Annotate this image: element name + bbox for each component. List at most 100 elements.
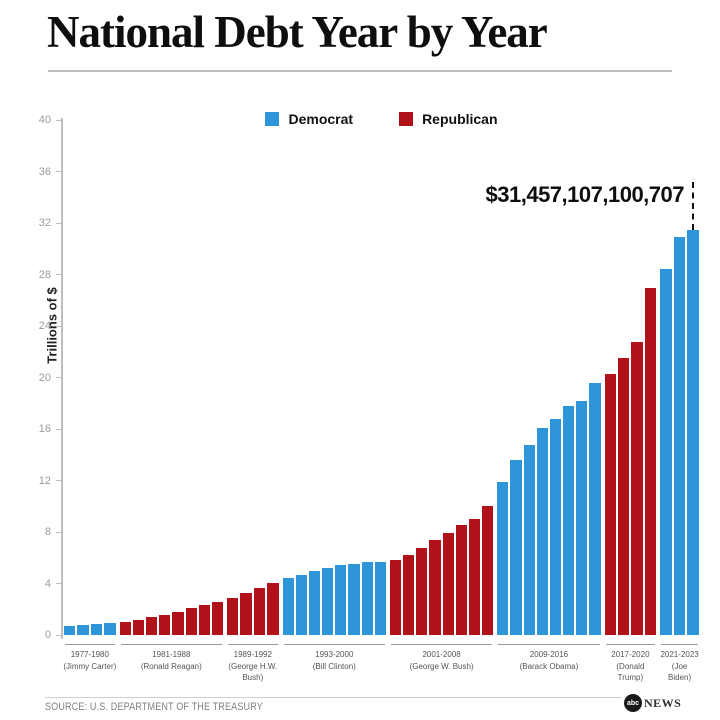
x-group-rule xyxy=(120,644,222,645)
bar-1996 xyxy=(322,567,334,635)
x-group-label: 1981-1988 (Ronald Reagan) xyxy=(140,650,202,671)
bar-1995 xyxy=(308,571,321,635)
bar-1978 xyxy=(77,625,89,635)
bar-1984 xyxy=(159,614,171,635)
bar-2021 xyxy=(660,268,672,635)
bar-2001 xyxy=(389,560,402,635)
y-tick-mark xyxy=(56,428,61,430)
bar-1983 xyxy=(146,617,158,635)
bar-2016 xyxy=(589,383,601,635)
bar-2022 xyxy=(673,236,686,635)
y-tick-label: 4 xyxy=(44,577,51,590)
y-tick-label: 28 xyxy=(38,268,51,281)
bar-group-2009-2016 xyxy=(497,120,601,635)
bar-1994 xyxy=(295,574,307,635)
x-group-label: 1977-1980 (Jimmy Carter) xyxy=(63,650,117,671)
bar-2020 xyxy=(644,288,657,635)
bar-1997 xyxy=(335,565,347,635)
legend-item-republican: Republican xyxy=(399,111,498,127)
y-tick-label: 20 xyxy=(38,371,51,384)
y-tick-mark xyxy=(56,222,61,224)
bar-2000 xyxy=(374,562,386,635)
bar-group-1989-1992 xyxy=(226,120,279,635)
bar-1979 xyxy=(90,624,103,635)
bar-1985 xyxy=(172,611,184,635)
y-tick-label: 12 xyxy=(38,474,51,487)
x-group-label: 2009-2016 (Barack Obama) xyxy=(519,650,579,671)
x-axis-labels: 1977-1980 (Jimmy Carter) 1981-1988 (Ronald … xyxy=(63,644,699,684)
debt-total-annotation: $31,457,107,100,707 xyxy=(485,182,685,207)
source-credit: SOURCE: U.S. DEPARTMENT OF THE TREASURY xyxy=(45,701,263,713)
bar-2012 xyxy=(536,428,548,635)
bar-1993 xyxy=(282,578,294,635)
bar-1999 xyxy=(361,562,373,635)
bar-group-1977-1980 xyxy=(64,120,116,635)
abc-logo-icon: abc xyxy=(624,694,642,712)
abc-news-logo: abc NEWS xyxy=(624,694,681,712)
x-group-label: 2021-2023 (Joe Biden) xyxy=(660,650,699,683)
bar-1988 xyxy=(211,601,224,635)
bar-1992 xyxy=(267,582,279,635)
x-group-rule xyxy=(227,644,278,645)
y-tick-mark xyxy=(56,325,61,327)
bar-1990 xyxy=(240,593,252,635)
page-title: National Debt Year by Year xyxy=(47,7,548,57)
bar-2009 xyxy=(497,481,509,635)
y-tick-mark xyxy=(56,480,61,481)
y-tick-mark xyxy=(56,583,61,584)
x-group-rule xyxy=(661,644,698,645)
legend-label: Republican xyxy=(422,111,498,127)
bar-2013 xyxy=(549,419,562,635)
y-tick-mark xyxy=(56,377,61,378)
x-group-label: 2001-2008 (George W. Bush) xyxy=(409,650,474,671)
chart-legend: Democrat Republican xyxy=(64,111,699,127)
annotation-dashed-line xyxy=(692,182,695,230)
bar-2015 xyxy=(576,401,588,635)
bar-2008 xyxy=(482,506,494,635)
bar-2005 xyxy=(442,532,454,635)
bar-2010 xyxy=(510,460,522,635)
y-tick-label: 32 xyxy=(38,217,51,229)
x-group-1993-2000: 1993-2000 (Bill Clinton) xyxy=(283,644,386,684)
bar-group-2021-2023 xyxy=(660,120,699,635)
y-tick-mark xyxy=(56,171,61,172)
bar-2014 xyxy=(563,405,575,635)
bar-2003 xyxy=(416,547,428,635)
bar-group-1993-2000 xyxy=(282,120,386,635)
bar-2017 xyxy=(604,374,616,635)
bar-2007 xyxy=(468,519,481,635)
bar-1991 xyxy=(253,587,266,635)
x-group-2001-2008: 2001-2008 (George W. Bush) xyxy=(390,644,493,684)
x-group-label: 1993-2000 (Bill Clinton) xyxy=(312,650,356,671)
x-group-2021-2023: 2021-2023 (Joe Biden) xyxy=(660,644,699,684)
title-underline xyxy=(48,70,672,72)
bar-2006 xyxy=(455,525,467,635)
bar-1987 xyxy=(198,604,210,635)
legend-label: Democrat xyxy=(288,111,354,127)
bar-1998 xyxy=(348,563,360,635)
y-axis-ticks: 0 4 8 12 16 20 24 28 32 36 40 xyxy=(0,114,61,641)
bar-group-1981-1988 xyxy=(119,120,224,635)
x-group-rule xyxy=(283,644,385,645)
y-tick-label: 8 xyxy=(44,526,51,538)
x-group-rule xyxy=(65,644,115,645)
y-tick-label: 0 xyxy=(44,629,51,641)
abc-news-wordmark: NEWS xyxy=(644,695,682,710)
bar-2023 xyxy=(687,229,699,635)
x-group-label: 1989-1992 (George H.W. Bush) xyxy=(228,650,278,683)
bar-2019 xyxy=(631,342,643,635)
bar-group-2017-2020 xyxy=(604,120,657,635)
x-group-rule xyxy=(498,644,600,645)
x-group-rule xyxy=(390,644,493,645)
bar-2018 xyxy=(617,357,630,635)
bar-1981 xyxy=(119,621,131,635)
x-group-2017-2020: 2017-2020 (Donald Trump) xyxy=(605,644,657,684)
y-tick-label: 40 xyxy=(38,114,51,126)
bar-2004 xyxy=(429,539,441,635)
y-axis-line xyxy=(61,118,63,639)
x-group-1977-1980: 1977-1980 (Jimmy Carter) xyxy=(63,644,117,684)
bar-2002 xyxy=(403,554,415,635)
x-group-rule xyxy=(605,644,656,645)
y-tick-label: 16 xyxy=(38,423,51,435)
legend-item-democrat: Democrat xyxy=(265,111,353,127)
